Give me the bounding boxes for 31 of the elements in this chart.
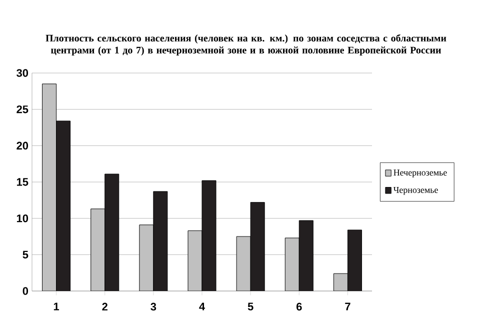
bar	[333, 273, 348, 291]
bar	[153, 191, 168, 291]
bar	[104, 174, 120, 291]
y-tick-label: 25	[16, 105, 28, 114]
x-tick-label: 1	[54, 302, 60, 310]
legend-label: Черноземье	[393, 186, 438, 195]
bar	[42, 84, 57, 291]
y-tick-label: 10	[16, 214, 28, 222]
x-tick-label: 6	[296, 302, 302, 311]
bar	[250, 202, 265, 291]
legend-label: Нечерноземье	[394, 170, 447, 178]
bar	[347, 230, 362, 291]
y-tick-label: 30	[16, 69, 28, 77]
bar	[139, 224, 154, 291]
y-tick-label: 20	[16, 142, 28, 150]
x-tick-label: 7	[345, 302, 350, 310]
bar	[298, 220, 314, 291]
x-tick-label: 2	[102, 302, 108, 310]
bar	[284, 238, 300, 291]
bar	[188, 230, 202, 291]
y-tick-label: 15	[16, 178, 28, 186]
x-tick-label: 4	[199, 302, 205, 310]
chart-title: Плотность сельского населения (человек на кв. км.) по зонам соседства с областными центрами (от 1 до 7) в нечерноземной зоне и в южной половине Европейской России	[46, 34, 446, 56]
bar	[236, 236, 251, 291]
x-tick-label: 3	[150, 302, 156, 311]
y-tick-label: 5	[22, 250, 28, 258]
bar	[90, 208, 106, 291]
bar	[56, 120, 71, 291]
y-tick-label: 0	[22, 287, 28, 295]
bar	[202, 180, 216, 291]
x-tick-label: 5	[248, 302, 254, 310]
